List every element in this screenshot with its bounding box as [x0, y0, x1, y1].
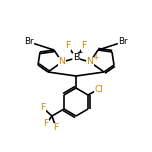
Text: Br: Br: [118, 38, 128, 47]
Text: +: +: [92, 52, 98, 62]
Text: N: N: [59, 57, 66, 67]
Text: Cl: Cl: [95, 85, 104, 93]
Text: B: B: [73, 54, 79, 62]
Text: N: N: [86, 57, 93, 67]
Text: −: −: [76, 48, 82, 57]
Text: F: F: [54, 123, 59, 133]
Text: F: F: [81, 41, 86, 50]
Text: F: F: [43, 119, 48, 128]
Text: F: F: [40, 104, 46, 112]
Text: Br: Br: [24, 38, 34, 47]
Text: F: F: [66, 41, 71, 50]
